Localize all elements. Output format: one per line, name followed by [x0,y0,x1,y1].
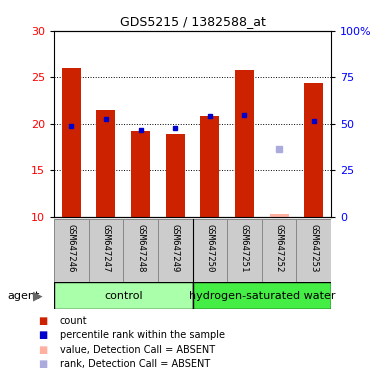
Text: count: count [60,316,87,326]
Bar [158,219,192,282]
Text: rank, Detection Call = ABSENT: rank, Detection Call = ABSENT [60,359,210,369]
Bar [200,116,219,217]
Text: GSM647251: GSM647251 [240,224,249,272]
Bar [227,219,262,282]
Bar [89,219,123,282]
Text: GDS5215 / 1382588_at: GDS5215 / 1382588_at [120,15,265,28]
Text: value, Detection Call = ABSENT: value, Detection Call = ABSENT [60,345,215,355]
Text: GSM647253: GSM647253 [309,224,318,272]
Bar [304,83,323,217]
Bar [270,214,289,217]
Text: ■: ■ [38,359,48,369]
Text: hydrogen-saturated water: hydrogen-saturated water [189,291,335,301]
Text: ■: ■ [38,330,48,340]
Text: GSM647249: GSM647249 [171,224,180,272]
Text: ■: ■ [38,316,48,326]
Text: GSM647250: GSM647250 [205,224,214,272]
Bar [54,282,192,309]
Bar [166,134,185,217]
Bar [54,219,89,282]
Text: ▶: ▶ [33,289,42,302]
Text: percentile rank within the sample: percentile rank within the sample [60,330,225,340]
Bar [131,131,150,217]
Bar [96,110,116,217]
Bar [235,70,254,217]
Text: GSM647246: GSM647246 [67,224,76,272]
Bar [62,68,81,217]
Bar [192,282,331,309]
Text: control: control [104,291,142,301]
Bar [296,219,331,282]
Bar [123,219,158,282]
Bar [262,219,296,282]
Text: agent: agent [8,291,40,301]
Bar [192,219,227,282]
Text: ■: ■ [38,345,48,355]
Text: GSM647252: GSM647252 [275,224,284,272]
Text: GSM647248: GSM647248 [136,224,145,272]
Text: GSM647247: GSM647247 [101,224,110,272]
